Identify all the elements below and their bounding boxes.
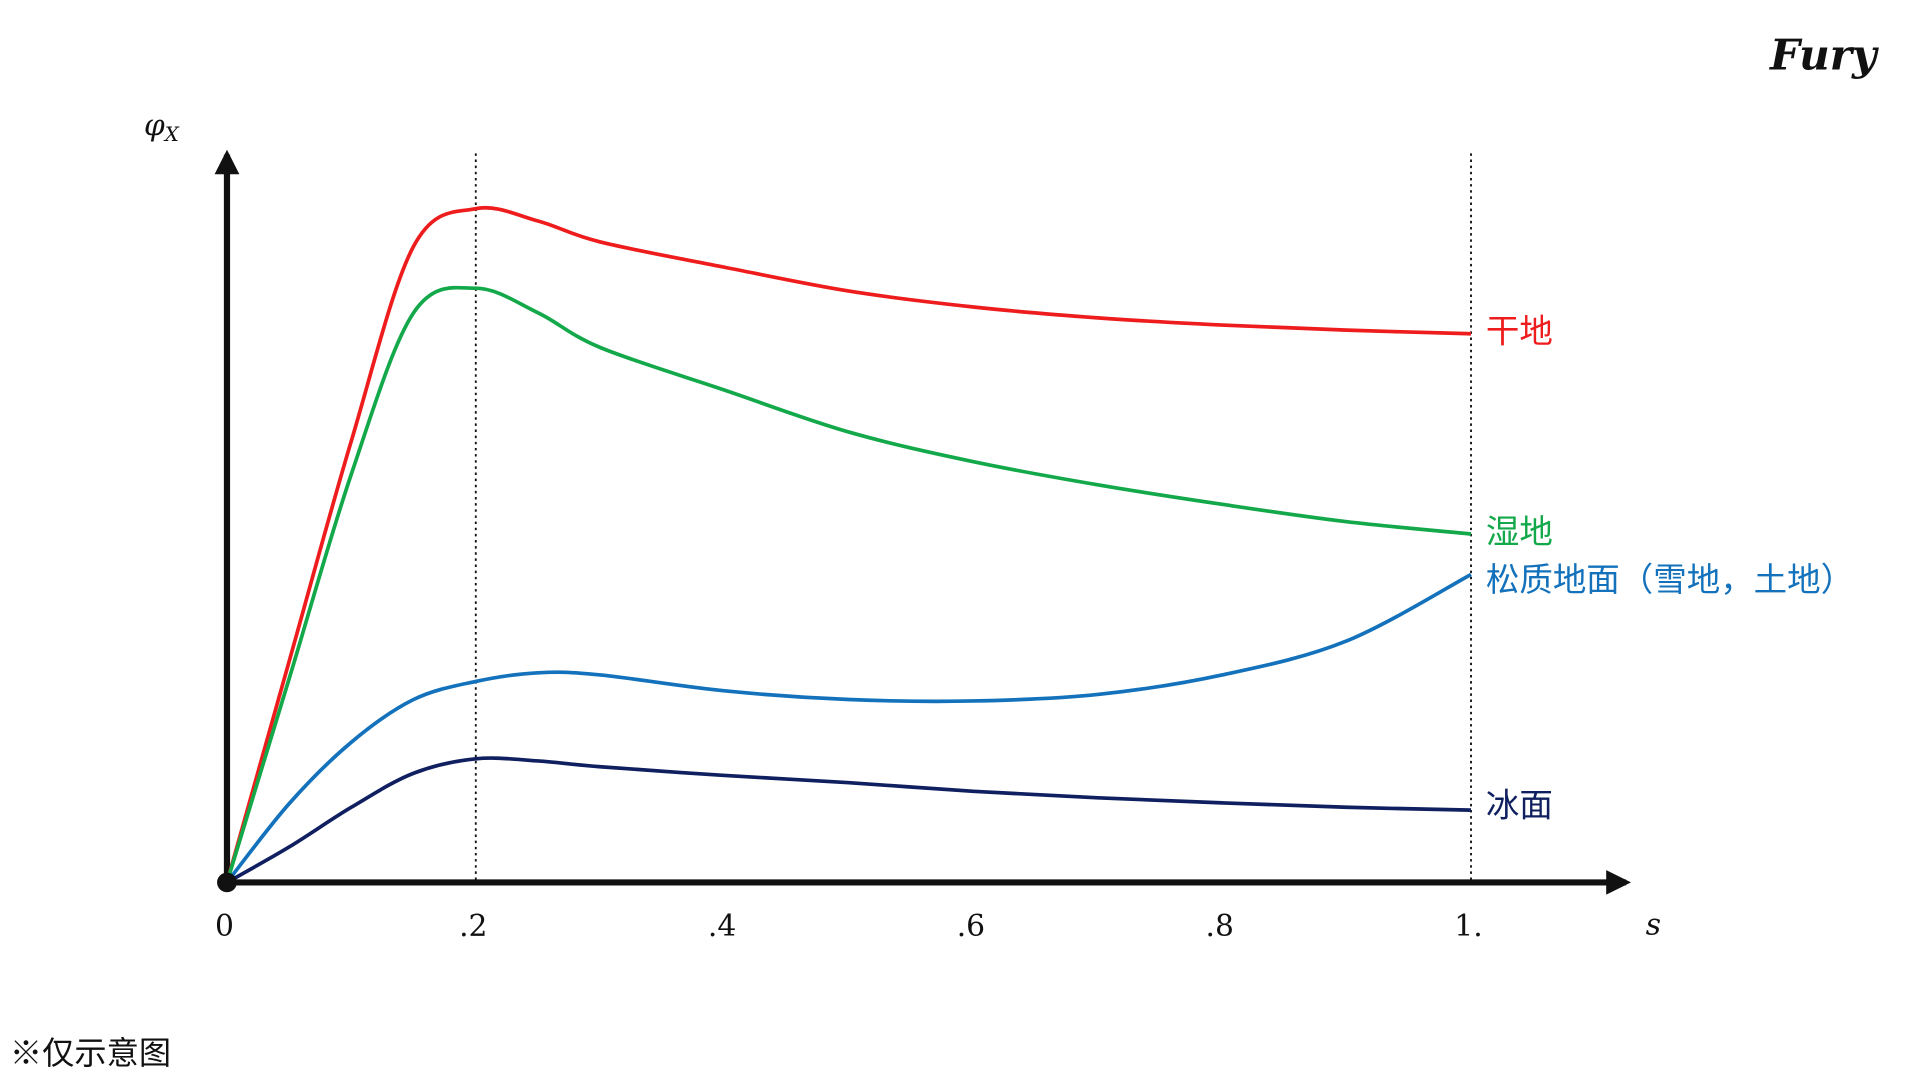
note: ※仅示意图	[10, 1034, 171, 1072]
x-tick-label: 0	[215, 909, 234, 943]
y-axis-label: φX	[144, 109, 180, 146]
series-label: 松质地面（雪地，土地）	[1486, 560, 1854, 599]
x-tick-label: .8	[1206, 909, 1234, 943]
y-axis-label-sub: X	[163, 123, 180, 146]
series-label: 冰面	[1486, 786, 1553, 825]
series-label: 干地	[1486, 312, 1553, 351]
x-tick-label: .2	[459, 909, 487, 943]
series-line	[225, 285, 1472, 883]
origin-dot	[217, 872, 237, 893]
series-line	[226, 756, 1472, 885]
x-tick-label: .4	[708, 909, 736, 943]
x-axis-label: s	[1646, 908, 1661, 942]
series-line	[225, 205, 1472, 883]
x-tick-label: 1.	[1454, 909, 1482, 943]
series-line	[225, 572, 1472, 884]
y-axis-label-main: φ	[144, 109, 165, 143]
x-tick-label: .6	[957, 909, 985, 943]
series-label: 湿地	[1486, 512, 1553, 551]
logo: Fury	[1769, 31, 1879, 80]
